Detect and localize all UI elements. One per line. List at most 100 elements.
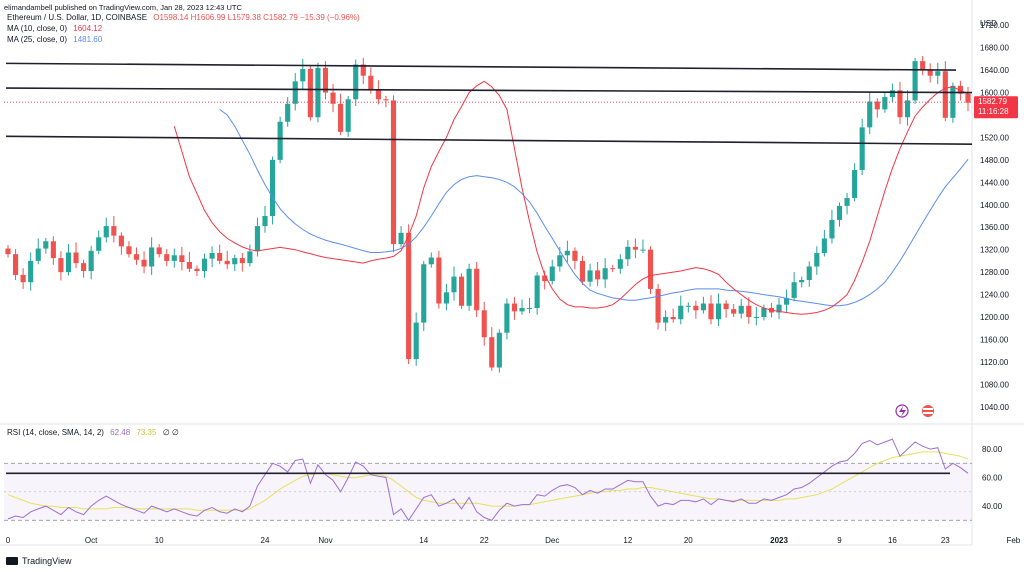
candle-body <box>126 246 132 255</box>
rsi-line <box>7 438 969 522</box>
rsi-legend[interactable]: RSI (14, close, SMA, 14, 2) 62.48 73.35 … <box>7 428 179 437</box>
price-tick-label: 1320.00 <box>980 246 1009 255</box>
time-tick-label: 20 <box>684 536 693 545</box>
candle-body <box>406 232 412 360</box>
candle-body <box>451 276 457 293</box>
currency-label: USD <box>980 19 997 28</box>
candle-body <box>935 71 941 76</box>
candle-body <box>330 92 336 104</box>
time-tick-label: 24 <box>261 536 270 545</box>
time-tick-label: 0 <box>6 536 11 545</box>
candle-body <box>602 268 608 280</box>
candle-body <box>912 61 918 101</box>
candle-body <box>73 252 79 264</box>
candle-body <box>685 305 691 307</box>
candle-body <box>368 75 374 91</box>
candle-body <box>965 93 971 103</box>
candle-body <box>799 279 805 283</box>
ma25-line <box>219 108 969 307</box>
price-tick-label: 1080.00 <box>980 380 1009 389</box>
candle-body <box>103 226 109 238</box>
candle-body <box>670 317 676 320</box>
candle-body <box>217 253 223 261</box>
candle-body <box>171 255 177 261</box>
candle-body <box>164 254 170 261</box>
candle-body <box>133 254 140 260</box>
candle-body <box>806 266 812 280</box>
price-tick-label: 1640.00 <box>980 66 1009 75</box>
candle-body <box>269 159 276 216</box>
candle-body <box>579 260 586 282</box>
rsi-extra: ∅ ∅ <box>162 428 179 437</box>
candle-body <box>746 305 752 317</box>
price-tick-label: 1160.00 <box>980 335 1009 344</box>
tradingview-footer: TradingView <box>6 556 72 566</box>
candle-body <box>186 262 192 269</box>
time-tick-label: Nov <box>318 536 332 545</box>
candle-body <box>715 303 722 320</box>
candle-body <box>443 292 449 304</box>
candle-body <box>731 309 737 314</box>
candle-body <box>723 303 729 310</box>
rsi-tick-label: 80.00 <box>982 445 1003 454</box>
price-tick-label: 1040.00 <box>980 403 1009 412</box>
candle-body <box>201 258 208 271</box>
candle-body <box>920 61 926 71</box>
candle-body <box>353 64 359 100</box>
candle-body <box>390 100 397 245</box>
candle-body <box>50 241 56 259</box>
candle-body <box>647 249 654 289</box>
candle-body <box>625 246 631 260</box>
candle-body <box>542 275 548 282</box>
ma10-label: MA (10, close, 0) <box>7 24 68 33</box>
candle-body <box>504 303 510 333</box>
candle-body <box>927 70 933 76</box>
time-tick-label: 16 <box>888 536 897 545</box>
price-tick-label: 1480.00 <box>980 156 1009 165</box>
rsi-tick-label: 40.00 <box>982 502 1003 511</box>
ohlc-values: O1598.14 H1606.99 L1579.38 C1582.79 −15.… <box>153 13 360 22</box>
ma25-value: 1481.60 <box>73 35 103 44</box>
price-tick-label: 1280.00 <box>980 268 1009 277</box>
rsi-sma-value: 73.35 <box>136 428 157 437</box>
candle-body <box>595 270 601 280</box>
candle-body <box>557 255 563 267</box>
symbol-legend: Ethereum / U.S. Dollar, 1D, COINBASE O15… <box>7 13 360 22</box>
candle-body <box>527 308 533 310</box>
candle-body <box>209 253 215 259</box>
symbol-name: Ethereum / U.S. Dollar, 1D, COINBASE <box>7 13 148 22</box>
candle-body <box>549 266 555 282</box>
time-tick-label: 2023 <box>770 536 788 545</box>
candle-body <box>156 247 162 255</box>
candle-body <box>65 252 72 273</box>
price-tick-label: 1520.00 <box>980 133 1009 142</box>
candle-body <box>179 255 185 263</box>
price-tick-label: 1240.00 <box>980 291 1009 300</box>
time-tick-label: Oct <box>85 536 98 545</box>
candle-body <box>564 250 570 256</box>
candle-body <box>511 303 518 312</box>
price-tick-label: 1680.00 <box>980 44 1009 53</box>
candle-body <box>466 268 472 306</box>
candle-body <box>776 304 782 313</box>
candle-body <box>232 258 238 265</box>
candle-body <box>610 268 616 270</box>
candle-body <box>345 99 351 132</box>
price-tick-label: 1720.00 <box>980 21 1009 30</box>
candle-body <box>617 259 623 269</box>
time-tick-label: 22 <box>480 536 489 545</box>
candle-body <box>141 259 147 267</box>
ma10-legend[interactable]: MA (10, close, 0) 1604.12 <box>7 24 102 33</box>
candle-body <box>474 268 480 311</box>
ma25-legend[interactable]: MA (25, close, 0) 1481.60 <box>7 35 102 44</box>
resistance-lower-line <box>5 87 973 94</box>
candle-body <box>383 99 389 101</box>
candle-body <box>844 198 850 206</box>
candle-body <box>43 241 49 249</box>
candle-body <box>572 250 578 261</box>
candle-body <box>111 226 117 236</box>
price-tick-label: 1360.00 <box>980 223 1009 232</box>
candle-body <box>852 169 858 199</box>
candle-body <box>194 268 200 271</box>
